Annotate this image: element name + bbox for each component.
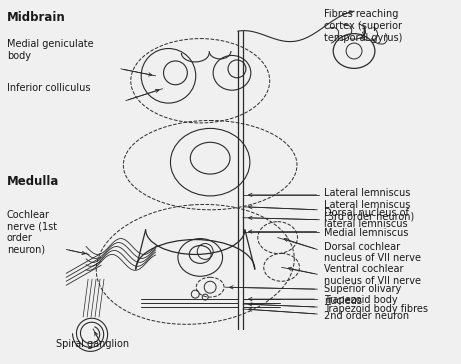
Text: Midbrain: Midbrain — [7, 11, 65, 24]
Text: Cochlear
nerve (1st
order
neuron): Cochlear nerve (1st order neuron) — [7, 210, 57, 254]
Text: Trapezoid body fibres: Trapezoid body fibres — [324, 304, 428, 314]
Text: Dorsal cochlear
nucleus of VII nerve: Dorsal cochlear nucleus of VII nerve — [324, 242, 421, 263]
Text: Medial geniculate
body: Medial geniculate body — [7, 39, 93, 61]
Text: Lateral lemniscus: Lateral lemniscus — [324, 188, 411, 198]
Text: Superior olivary
nucleus: Superior olivary nucleus — [324, 284, 402, 306]
Text: Fibres reaching
cortex (superior
temporal gyrus): Fibres reaching cortex (superior tempora… — [324, 9, 402, 43]
Text: Dorsal nucleus of
lateral lemniscus: Dorsal nucleus of lateral lemniscus — [324, 208, 409, 229]
Text: Inferior colliculus: Inferior colliculus — [7, 83, 90, 93]
Text: Trapezoid body: Trapezoid body — [324, 295, 398, 305]
Text: Spiral ganglion: Spiral ganglion — [56, 339, 130, 349]
Text: 2nd order neuron: 2nd order neuron — [324, 311, 409, 321]
Text: Medial lemniscus: Medial lemniscus — [324, 228, 408, 238]
Text: Ventral cochlear
nucleus of VII nerve: Ventral cochlear nucleus of VII nerve — [324, 264, 421, 286]
Text: Medulla: Medulla — [7, 175, 59, 188]
Text: Lateral lemniscus
(3rd order neuron): Lateral lemniscus (3rd order neuron) — [324, 200, 414, 221]
